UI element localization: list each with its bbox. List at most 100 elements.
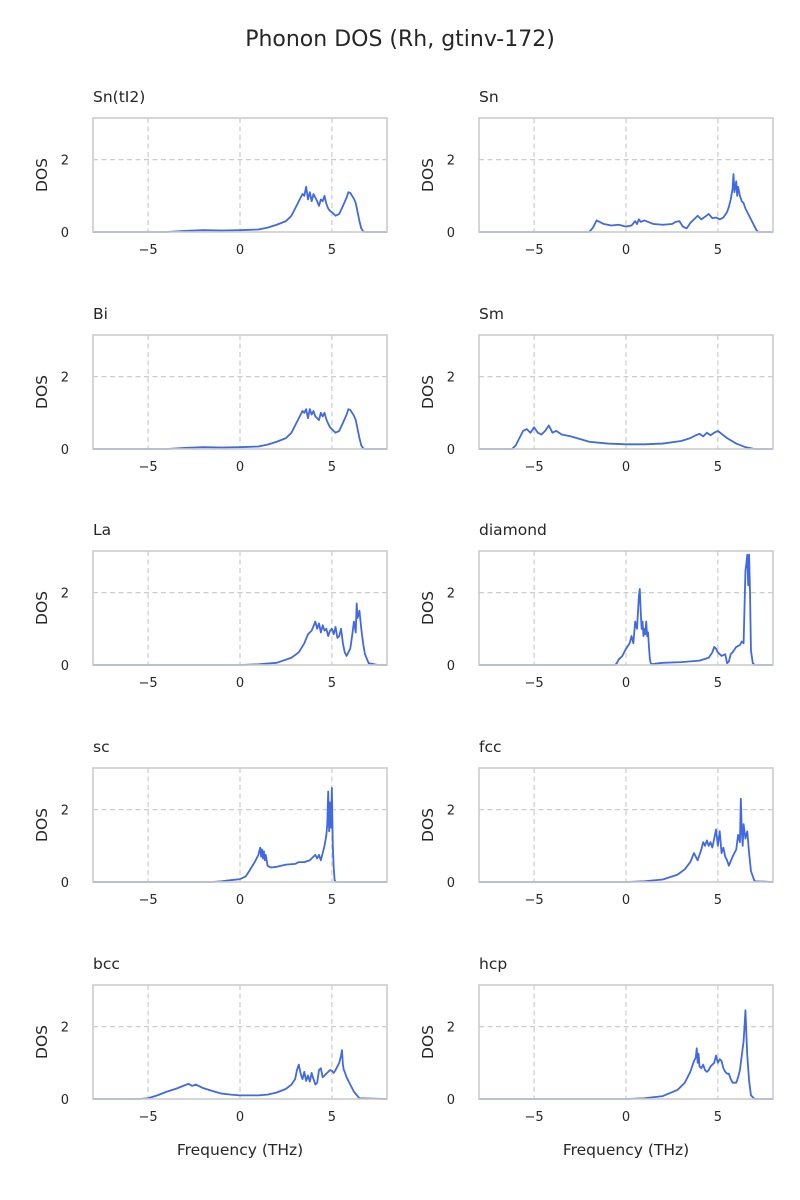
- y-axis-label: DOS: [33, 158, 51, 192]
- y-axis-label: DOS: [419, 808, 437, 842]
- figure-title: Phonon DOS (Rh, gtinv-172): [245, 27, 555, 52]
- x-tick-label: 5: [714, 893, 722, 908]
- y-tick-label: 0: [447, 1093, 455, 1108]
- y-tick-label: 2: [447, 154, 455, 169]
- y-tick-label: 2: [61, 804, 69, 819]
- x-tick-label: −5: [525, 460, 544, 475]
- dos-series-line: [93, 787, 387, 883]
- x-tick-label: 0: [622, 460, 630, 475]
- y-tick-label: 2: [447, 371, 455, 386]
- axes-frame: [92, 984, 388, 1100]
- x-tick-label: −5: [139, 1110, 158, 1125]
- dos-series-line: [93, 408, 387, 450]
- panel-sm: −5 0 5 0 2 Sm DOS: [419, 305, 774, 475]
- dos-series-line: [479, 797, 774, 883]
- y-axis-label: DOS: [33, 808, 51, 842]
- panel-title: Sm: [479, 305, 504, 323]
- dos-series-line: [479, 1009, 773, 1100]
- x-tick-label: 0: [622, 676, 630, 691]
- x-tick-label: 0: [236, 893, 244, 908]
- axes-frame: [92, 117, 388, 233]
- axes-frame: [478, 117, 774, 233]
- panel-bi: −5 0 5 0 2 Bi DOS: [33, 305, 388, 475]
- y-axis-label: DOS: [419, 1025, 437, 1059]
- x-tick-label: 0: [622, 1110, 630, 1125]
- panel-title: hcp: [479, 955, 507, 973]
- x-tick-label: 5: [328, 460, 336, 475]
- dos-series-line: [479, 553, 773, 666]
- panel-la: −5 0 5 0 2 La DOS: [33, 521, 388, 691]
- y-tick-label: 2: [61, 1021, 69, 1036]
- axes-frame: [478, 334, 774, 450]
- panel-title: fcc: [479, 738, 502, 756]
- y-tick-label: 0: [61, 443, 69, 458]
- x-tick-label: 5: [714, 460, 722, 475]
- panel-title: La: [93, 521, 111, 539]
- y-tick-label: 2: [61, 154, 69, 169]
- panel-title: Bi: [93, 305, 108, 323]
- x-axis-label: Frequency (THz): [177, 1141, 303, 1159]
- axes-frame: [92, 550, 388, 666]
- y-tick-label: 0: [61, 659, 69, 674]
- y-axis-label: DOS: [419, 158, 437, 192]
- y-axis-label: DOS: [419, 375, 437, 409]
- x-tick-label: 5: [328, 243, 336, 258]
- y-axis-label: DOS: [33, 1025, 51, 1059]
- y-axis-label: DOS: [33, 375, 51, 409]
- y-tick-label: 0: [447, 876, 455, 891]
- dos-series-line: [93, 602, 387, 666]
- x-tick-label: −5: [139, 893, 158, 908]
- y-tick-label: 0: [61, 226, 69, 241]
- panel-fcc: −5 0 5 0 2 fcc DOS: [419, 738, 774, 908]
- y-tick-label: 2: [447, 1021, 455, 1036]
- x-tick-label: −5: [525, 1110, 544, 1125]
- y-tick-label: 0: [61, 1093, 69, 1108]
- x-tick-label: −5: [525, 676, 544, 691]
- axes-frame: [478, 767, 774, 883]
- x-tick-label: −5: [525, 893, 544, 908]
- panel-title: sc: [93, 738, 110, 756]
- x-axis-label: Frequency (THz): [563, 1141, 689, 1159]
- y-tick-label: 0: [447, 659, 455, 674]
- y-axis-label: DOS: [33, 591, 51, 625]
- x-tick-label: 0: [236, 460, 244, 475]
- x-tick-label: −5: [139, 243, 158, 258]
- x-tick-label: 5: [714, 676, 722, 691]
- x-tick-label: 5: [328, 676, 336, 691]
- dos-series-line: [93, 1049, 388, 1100]
- x-tick-label: 5: [714, 1110, 722, 1125]
- panel-sn: −5 0 5 0 2 Sn DOS: [419, 88, 774, 258]
- panel-title: bcc: [93, 955, 120, 973]
- x-tick-label: 5: [328, 893, 336, 908]
- x-tick-label: 5: [328, 1110, 336, 1125]
- y-tick-label: 2: [61, 587, 69, 602]
- x-tick-label: −5: [139, 460, 158, 475]
- x-tick-label: 0: [622, 243, 630, 258]
- x-tick-label: 0: [622, 893, 630, 908]
- x-tick-label: −5: [525, 243, 544, 258]
- x-tick-label: 0: [236, 243, 244, 258]
- dos-series-line: [93, 185, 387, 233]
- panel-sn-ti2-: −5 0 5 0 2 Sn(tI2) DOS: [33, 88, 388, 258]
- axes-frame: [92, 767, 388, 883]
- y-tick-label: 0: [61, 876, 69, 891]
- y-tick-label: 2: [447, 804, 455, 819]
- y-tick-label: 0: [447, 443, 455, 458]
- x-tick-label: 5: [714, 243, 722, 258]
- panel-bcc: −5 0 5 0 2 bcc DOS Frequency (THz): [33, 955, 388, 1159]
- y-tick-label: 0: [447, 226, 455, 241]
- axes-frame: [478, 984, 774, 1100]
- axes-frame: [92, 334, 388, 450]
- panel-title: Sn: [479, 88, 499, 106]
- panel-sc: −5 0 5 0 2 sc DOS: [33, 738, 388, 908]
- x-tick-label: 0: [236, 676, 244, 691]
- y-axis-label: DOS: [419, 591, 437, 625]
- x-tick-label: 0: [236, 1110, 244, 1125]
- dos-series-line: [479, 173, 773, 233]
- axes-frame: [478, 550, 774, 666]
- panel-hcp: −5 0 5 0 2 hcp DOS Frequency (THz): [419, 955, 774, 1159]
- panel-diamond: −5 0 5 0 2 diamond DOS: [419, 521, 774, 691]
- y-tick-label: 2: [447, 587, 455, 602]
